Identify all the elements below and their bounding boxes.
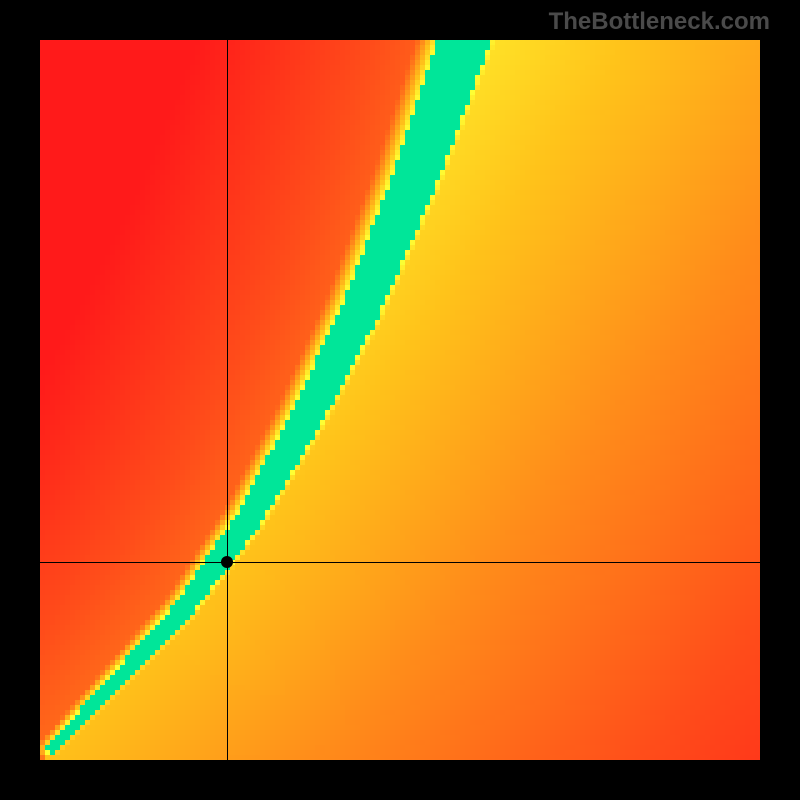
plot-area <box>40 40 760 760</box>
crosshair-horizontal <box>40 562 760 563</box>
heatmap-canvas <box>40 40 760 760</box>
crosshair-marker <box>221 556 233 568</box>
crosshair-vertical <box>227 40 228 760</box>
watermark-text: TheBottleneck.com <box>549 8 770 36</box>
